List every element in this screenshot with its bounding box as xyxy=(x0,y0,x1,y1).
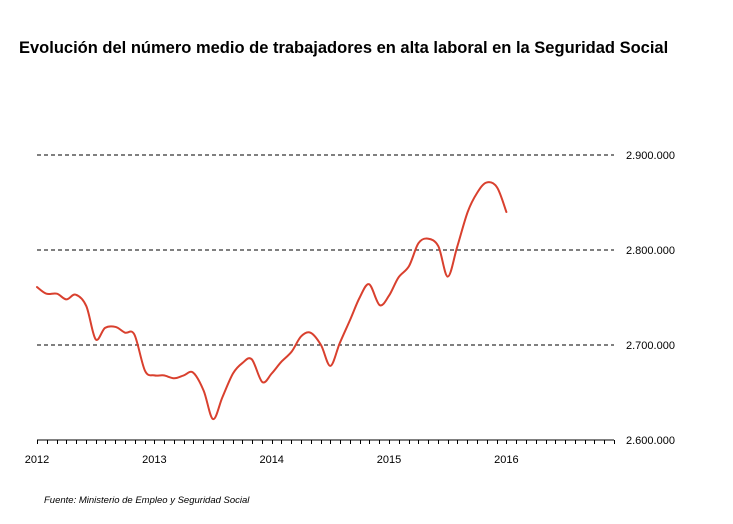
x-tick-label-2012: 2012 xyxy=(25,454,49,466)
series-group xyxy=(36,181,508,421)
x-tick-label-2013: 2013 xyxy=(142,454,166,466)
x-axis: 2012 2013 2014 2015 2016 xyxy=(25,439,615,466)
gridlines xyxy=(37,154,614,346)
x-tick-label-2016: 2016 xyxy=(494,454,518,466)
y-axis-ticks: 2.600.000 2.700.000 2.800.000 2.900.000 xyxy=(626,150,675,447)
chart-title: Evolución del número medio de trabajador… xyxy=(19,39,669,57)
series-line-0 xyxy=(36,181,508,421)
y-tick-label-0: 2.600.000 xyxy=(626,435,675,447)
y-tick-label-3: 2.900.000 xyxy=(626,150,675,162)
x-tick-label-2014: 2014 xyxy=(259,454,283,466)
source-note: Fuente: Ministerio de Empleo y Seguridad… xyxy=(44,495,250,506)
y-tick-label-1: 2.700.000 xyxy=(626,340,675,352)
x-tick-label-2015: 2015 xyxy=(377,454,401,466)
y-tick-label-2: 2.800.000 xyxy=(626,245,675,257)
